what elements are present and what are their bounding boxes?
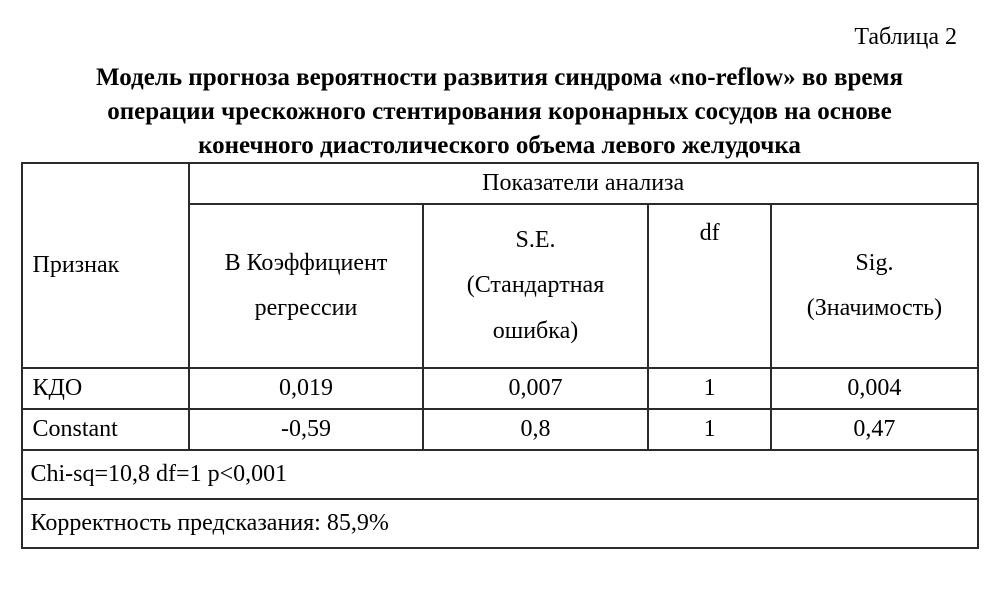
header-row-label: Признак xyxy=(22,163,189,368)
header-row-group: Признак Показатели анализа xyxy=(22,163,978,204)
row-sig: 0,004 xyxy=(771,368,977,409)
header-col-se-line2: (Стандартная xyxy=(467,272,605,298)
row-df: 1 xyxy=(648,368,771,409)
table-number-label: Таблица 2 xyxy=(20,24,957,51)
footer-row-accuracy: Корректность предсказания: 85,9% xyxy=(22,499,978,548)
header-col-sig: Sig. (Значимость) xyxy=(771,204,977,368)
table-row: КДО 0,019 0,007 1 0,004 xyxy=(22,368,978,409)
title-line-1: Модель прогноза вероятности развития син… xyxy=(96,64,903,91)
row-name: Constant xyxy=(22,409,189,450)
header-col-se-line1: S.E. xyxy=(515,227,555,253)
header-col-se: S.E. (Стандартная ошибка) xyxy=(423,204,648,368)
header-col-df: df xyxy=(648,204,771,368)
header-col-sig-line1: Sig. xyxy=(855,250,893,276)
footer-row-stats: Chi-sq=10,8 df=1 p<0,001 xyxy=(22,450,978,499)
header-col-se-line3: ошибка) xyxy=(493,318,578,344)
header-col-b: В Коэффициент регрессии xyxy=(189,204,423,368)
row-se: 0,007 xyxy=(423,368,648,409)
row-sig: 0,47 xyxy=(771,409,977,450)
row-df: 1 xyxy=(648,409,771,450)
title-line-3: конечного диастолического объема левого … xyxy=(198,132,801,159)
header-col-sig-line2: (Значимость) xyxy=(807,295,942,321)
footer-accuracy: Корректность предсказания: 85,9% xyxy=(22,499,978,548)
regression-table: Признак Показатели анализа В Коэффициент… xyxy=(21,162,979,549)
footer-stats: Chi-sq=10,8 df=1 p<0,001 xyxy=(22,450,978,499)
header-group: Показатели анализа xyxy=(189,163,978,204)
row-se: 0,8 xyxy=(423,409,648,450)
row-b: 0,019 xyxy=(189,368,423,409)
table-row: Constant -0,59 0,8 1 0,47 xyxy=(22,409,978,450)
row-b: -0,59 xyxy=(189,409,423,450)
title-line-2: операции чрескожного стентирования корон… xyxy=(107,98,891,125)
header-col-b-line2: регрессии xyxy=(255,295,358,321)
table-title: Модель прогноза вероятности развития син… xyxy=(44,61,955,162)
header-col-b-line1: В Коэффициент xyxy=(225,250,388,276)
row-name: КДО xyxy=(22,368,189,409)
